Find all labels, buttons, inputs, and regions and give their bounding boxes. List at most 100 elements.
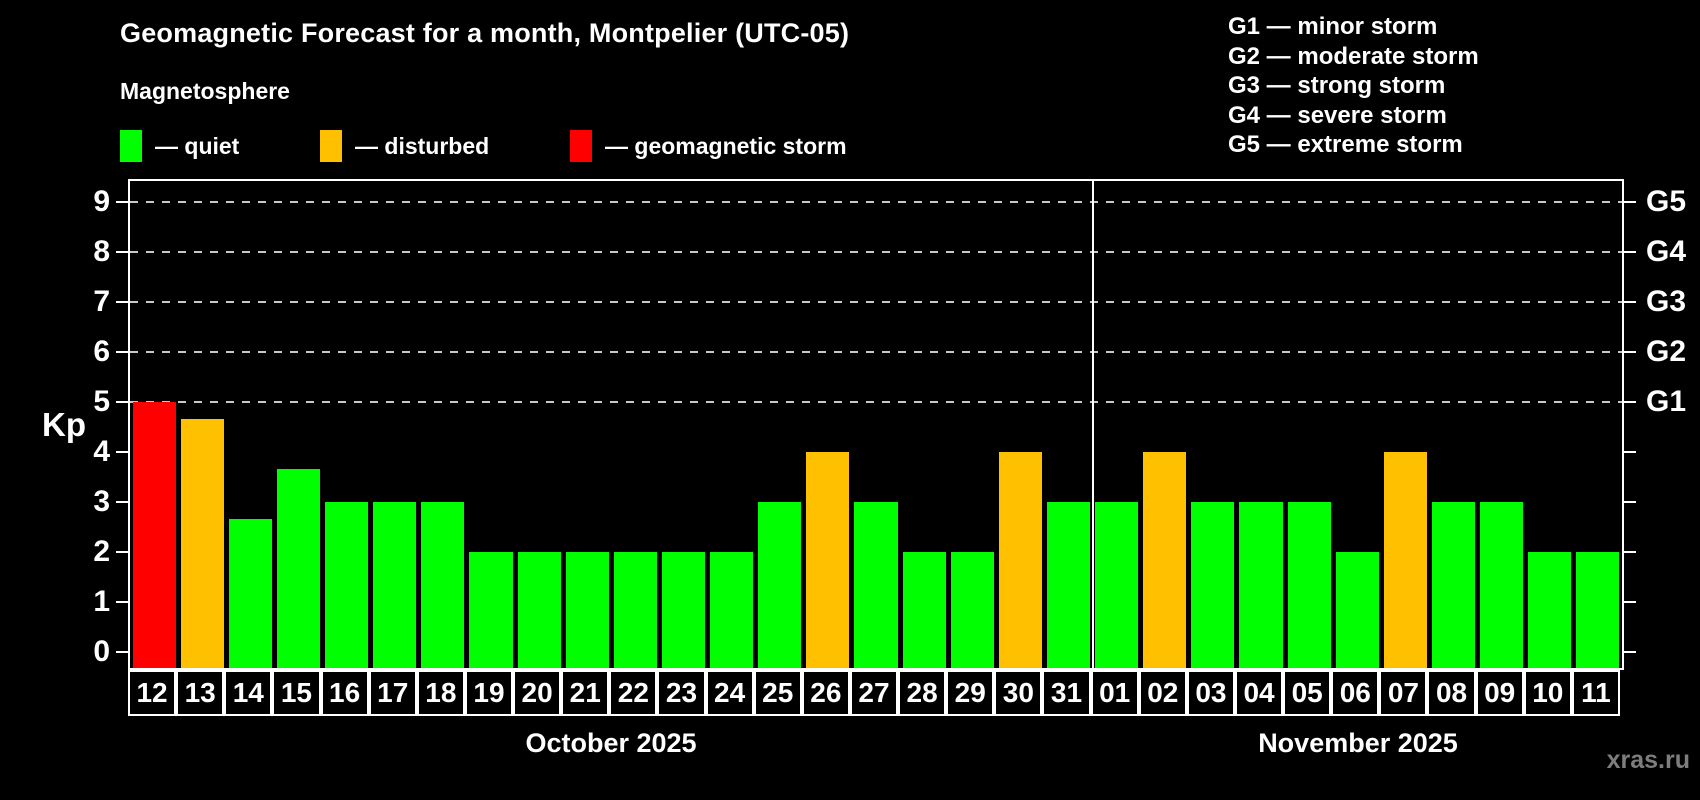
y-tick-right-6 xyxy=(1624,351,1636,353)
kp-bar-day-11 xyxy=(1576,552,1620,668)
day-label-22: 22 xyxy=(609,670,658,716)
day-label-05: 05 xyxy=(1283,670,1332,716)
day-label-23: 23 xyxy=(657,670,706,716)
day-label-10: 10 xyxy=(1523,670,1572,716)
kp-bar-day-29 xyxy=(950,552,994,668)
day-label-16: 16 xyxy=(320,670,369,716)
day-label-17: 17 xyxy=(368,670,417,716)
kp-bar-day-06 xyxy=(1335,552,1379,668)
y-tick-left-0 xyxy=(116,651,128,653)
kp-bar-day-01 xyxy=(1095,502,1139,668)
y-tick-left-4 xyxy=(116,451,128,453)
storm-scale-g3: G3 — strong storm xyxy=(1228,72,1446,100)
gridline-kp-5 xyxy=(130,401,1622,403)
kp-bar-day-03 xyxy=(1191,502,1235,668)
day-label-13: 13 xyxy=(176,670,225,716)
kp-bar-day-04 xyxy=(1239,502,1283,668)
kp-bar-day-27 xyxy=(854,502,898,668)
day-label-24: 24 xyxy=(705,670,754,716)
page-title: Geomagnetic Forecast for a month, Montpe… xyxy=(120,18,850,48)
gridline-kp-6 xyxy=(130,351,1622,353)
day-label-09: 09 xyxy=(1475,670,1524,716)
y-tick-left-5 xyxy=(116,401,128,403)
storm-color-swatch xyxy=(570,130,592,162)
kp-bar-day-21 xyxy=(565,552,609,668)
y-tick-right-0 xyxy=(1624,651,1636,653)
legend-item-storm: — geomagnetic storm xyxy=(570,129,847,163)
kp-bar-day-14 xyxy=(228,518,272,668)
y-tick-right-5 xyxy=(1624,401,1636,403)
y-tick-left-3 xyxy=(116,501,128,503)
storm-scale-g2: G2 — moderate storm xyxy=(1228,42,1479,70)
gridline-kp-8 xyxy=(130,251,1622,253)
right-axis-label-G1: G1 xyxy=(1646,385,1687,418)
day-label-12: 12 xyxy=(128,670,177,716)
legend-label-disturbed: — disturbed xyxy=(355,133,490,159)
y-tick-label-8: 8 xyxy=(93,235,110,268)
day-label-08: 08 xyxy=(1427,670,1476,716)
kp-bar-day-24 xyxy=(710,552,754,668)
y-tick-label-7: 7 xyxy=(93,285,110,318)
y-tick-label-6: 6 xyxy=(93,335,110,368)
gridline-kp-7 xyxy=(130,301,1622,303)
legend-label-quiet: — quiet xyxy=(155,133,240,159)
kp-bar-day-12 xyxy=(132,402,176,668)
y-tick-right-3 xyxy=(1624,501,1636,503)
gridline-kp-9 xyxy=(130,201,1622,203)
kp-bar-day-28 xyxy=(902,552,946,668)
day-label-15: 15 xyxy=(272,670,321,716)
day-label-31: 31 xyxy=(1042,670,1091,716)
chart-subtitle: Magnetosphere xyxy=(120,78,290,104)
day-label-20: 20 xyxy=(513,670,562,716)
y-tick-right-2 xyxy=(1624,551,1636,553)
day-label-06: 06 xyxy=(1331,670,1380,716)
day-label-28: 28 xyxy=(898,670,947,716)
y-tick-label-0: 0 xyxy=(93,635,110,668)
legend-item-disturbed: — disturbed xyxy=(320,129,489,163)
right-axis-label-G4: G4 xyxy=(1646,235,1687,268)
kp-bar-day-23 xyxy=(661,552,706,668)
legend-label-storm: — geomagnetic storm xyxy=(605,133,847,159)
y-tick-left-8 xyxy=(116,251,128,253)
y-tick-left-1 xyxy=(116,601,128,603)
y-tick-label-2: 2 xyxy=(93,535,110,568)
y-tick-right-9 xyxy=(1624,201,1636,203)
watermark: xras.ru xyxy=(1606,746,1690,774)
kp-bar-day-15 xyxy=(276,468,320,668)
storm-scale-g1: G1 — minor storm xyxy=(1228,13,1438,40)
disturbed-color-swatch xyxy=(320,130,342,162)
y-tick-left-6 xyxy=(116,351,128,353)
y-axis-title: Kp xyxy=(42,406,86,443)
day-label-27: 27 xyxy=(849,670,899,716)
kp-bar-day-18 xyxy=(421,502,465,668)
y-tick-left-2 xyxy=(116,551,128,553)
right-axis-label-G3: G3 xyxy=(1646,285,1687,318)
kp-bar-day-22 xyxy=(613,552,657,668)
kp-bar-day-30 xyxy=(998,452,1042,668)
day-label-02: 02 xyxy=(1138,670,1187,716)
right-axis-label-G5: G5 xyxy=(1646,185,1687,218)
storm-scale-g5: G5 — extreme storm xyxy=(1228,131,1463,159)
quiet-color-swatch xyxy=(120,130,142,162)
month-label-november: November 2025 xyxy=(1258,728,1458,758)
kp-bar-day-13 xyxy=(180,418,224,668)
storm-scale-g4: G4 — severe storm xyxy=(1228,101,1447,129)
y-tick-right-7 xyxy=(1624,301,1636,303)
plot-area xyxy=(128,179,1624,670)
y-tick-label-9: 9 xyxy=(93,185,110,218)
kp-bar-day-07 xyxy=(1383,452,1427,668)
kp-bar-day-16 xyxy=(325,502,369,668)
kp-bar-day-20 xyxy=(517,552,561,668)
day-label-14: 14 xyxy=(224,670,273,716)
legend-item-quiet: — quiet xyxy=(120,129,239,163)
day-label-04: 04 xyxy=(1234,670,1284,716)
day-label-11: 11 xyxy=(1571,670,1620,716)
y-tick-left-9 xyxy=(116,201,128,203)
y-tick-label-3: 3 xyxy=(93,485,110,518)
y-tick-right-4 xyxy=(1624,451,1636,453)
day-label-26: 26 xyxy=(801,670,850,716)
day-label-03: 03 xyxy=(1186,670,1235,716)
y-tick-right-8 xyxy=(1624,251,1636,253)
right-axis-label-G2: G2 xyxy=(1646,335,1687,368)
